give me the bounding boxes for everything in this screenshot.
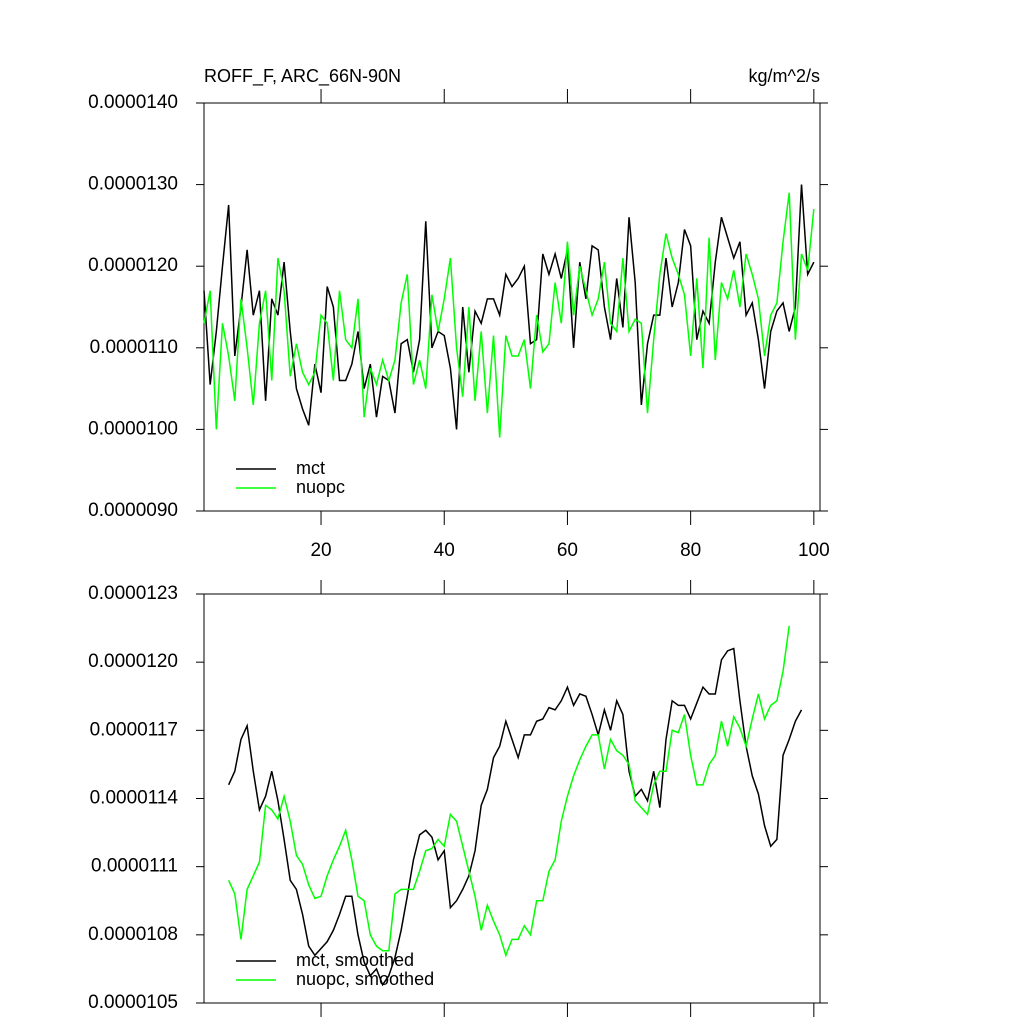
data-line: [203, 192, 815, 438]
y-tick-label: 0.0000120: [88, 255, 178, 276]
plot-frame: [203, 593, 821, 1004]
y-tick-label: 0.0000100: [88, 418, 178, 439]
data-line: [203, 184, 815, 430]
plot-frame: [203, 102, 821, 512]
legend-label: mct: [296, 458, 325, 478]
y-tick-label: 0.0000120: [88, 651, 178, 672]
chart-title: ROFF_F, ARC_66N-90N: [204, 66, 401, 87]
y-tick-label: 0.0000105: [88, 992, 178, 1013]
legend-label: nuopc, smoothed: [296, 969, 434, 989]
y-tick-label: 0.0000130: [88, 174, 178, 195]
data-line: [227, 647, 803, 987]
x-tick-label: 20: [310, 540, 331, 561]
y-tick-label: 0.0000114: [90, 788, 179, 809]
x-tick-label: 60: [557, 540, 578, 561]
y-tick-label: 0.0000108: [88, 924, 178, 945]
y-tick-label: 0.0000140: [88, 92, 178, 113]
x-tick-label: 80: [680, 540, 701, 561]
y-tick-label: 0.0000110: [90, 337, 178, 358]
x-tick-label: 100: [798, 540, 830, 561]
y-tick-label: 0.0000117: [90, 719, 178, 740]
legend-label: mct, smoothed: [296, 950, 414, 970]
y-tick-label: 0.0000090: [88, 500, 178, 521]
y-tick-label: 0.0000123: [88, 583, 178, 604]
x-tick-label: 40: [434, 540, 455, 561]
units-label: kg/m^2/s: [749, 66, 820, 86]
data-line: [227, 625, 790, 958]
y-tick-label: 0.0000111: [91, 856, 178, 877]
legend-label: nuopc: [296, 477, 345, 497]
